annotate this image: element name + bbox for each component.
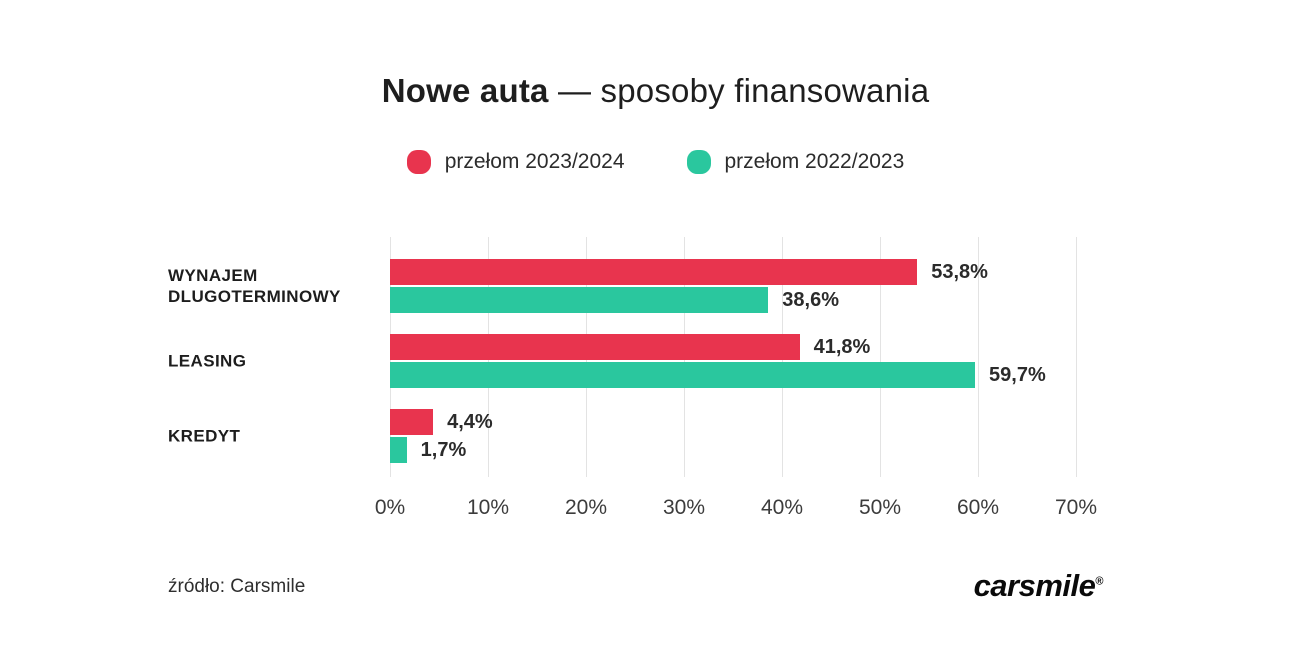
x-tick-50: 50% — [858, 496, 902, 519]
x-axis: 0% 10% 20% 30% 40% 50% 60% 70% — [375, 496, 1097, 526]
bar-group-2: 4,4% 1,7% — [390, 409, 1076, 465]
x-tick-70: 70% — [1054, 496, 1098, 519]
chart-title-emphasis: Nowe auta — [381, 72, 549, 109]
legend-dot-green-icon — [686, 150, 711, 174]
bar-series-0-cat-1 — [390, 334, 800, 360]
source-note: źródło: Carsmile — [168, 576, 306, 597]
legend-label-2022-2023: przełom 2022/2023 — [724, 150, 905, 173]
legend-item-2022-2023: przełom 2022/2023 — [686, 150, 905, 174]
bar-series-0-cat-0 — [390, 259, 918, 285]
bar-row: 41,8% — [390, 334, 1076, 360]
carsmile-logo: carsmile® — [973, 568, 1104, 604]
bar-group-0: 53,8% 38,6% — [390, 259, 1076, 315]
bar-row: 53,8% — [390, 259, 1076, 285]
bar-series-1-cat-2 — [390, 437, 407, 463]
gridline-70 — [1076, 237, 1077, 477]
legend: przełom 2023/2024 przełom 2022/2023 — [0, 150, 1311, 174]
gridline-50 — [880, 237, 881, 477]
legend-label-2023-2024: przełom 2023/2024 — [444, 150, 625, 173]
bar-value-label: 4,4% — [447, 410, 493, 433]
bar-value-label: 38,6% — [782, 288, 839, 311]
bar-series-0-cat-2 — [390, 409, 434, 435]
bar-series-1-cat-1 — [390, 362, 976, 388]
registered-trademark-icon: ® — [1095, 575, 1103, 588]
carsmile-logo-text: carsmile — [973, 568, 1096, 603]
bar-row: 1,7% — [390, 437, 1076, 463]
chart-title-rest: — sposoby finansowania — [548, 72, 930, 109]
x-tick-30: 30% — [662, 496, 706, 519]
gridline-60 — [978, 237, 979, 477]
x-tick-40: 40% — [760, 496, 804, 519]
bar-row: 59,7% — [390, 362, 1076, 388]
legend-item-2023-2024: przełom 2023/2024 — [406, 150, 625, 174]
legend-dot-red-icon — [406, 150, 431, 174]
bar-value-label: 53,8% — [931, 260, 988, 283]
bar-group-1: 41,8% 59,7% — [390, 334, 1076, 390]
bar-row: 4,4% — [390, 409, 1076, 435]
bar-value-label: 59,7% — [989, 363, 1046, 386]
bar-value-label: 41,8% — [813, 335, 871, 358]
x-tick-0: 0% — [374, 496, 406, 519]
x-tick-10: 10% — [466, 496, 510, 519]
category-label-1: LEASING — [168, 351, 247, 371]
bar-row: 38,6% — [390, 287, 1076, 313]
category-labels: WYNAJEM DLUGOTERMINOWY LEASING KREDYT — [168, 237, 378, 477]
category-label-2: KREDYT — [168, 426, 241, 446]
category-label-0: WYNAJEM DLUGOTERMINOWY — [168, 266, 341, 306]
plot-area: 53,8% 38,6% 41,8% 59,7% 4,4% 1,7% — [390, 237, 1077, 477]
bar-series-1-cat-0 — [390, 287, 769, 313]
x-tick-60: 60% — [956, 496, 1000, 519]
x-tick-20: 20% — [564, 496, 608, 519]
chart-title: Nowe auta — sposoby finansowania — [0, 72, 1311, 110]
bar-value-label: 1,7% — [420, 438, 467, 461]
